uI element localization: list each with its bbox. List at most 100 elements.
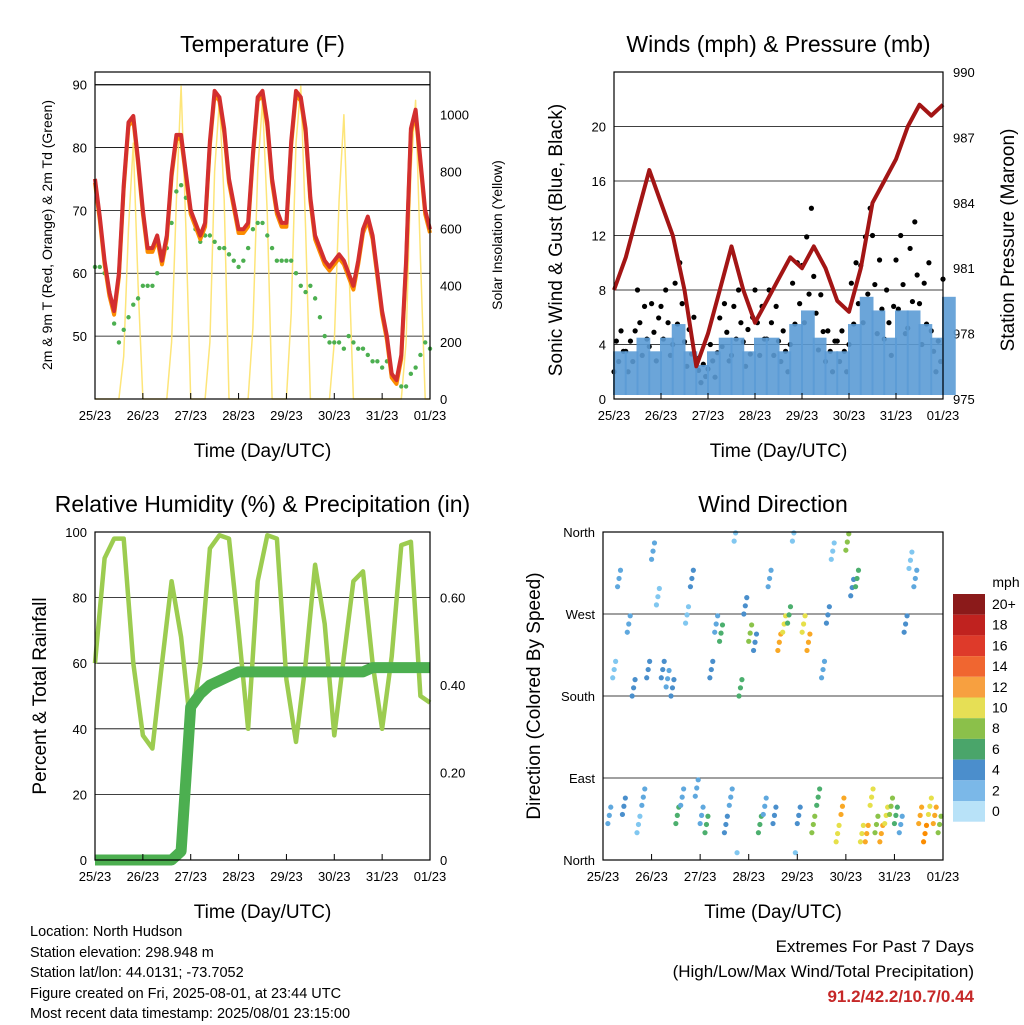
y-axis-label-temp: 2m & 9m T (Red, Orange) & 2m Td (Green) [39,100,55,370]
series-direction-point [904,613,910,619]
series-direction-point [907,557,914,563]
legend-label: 16 [992,637,1008,653]
series-direction-point [710,658,716,664]
x-tick-label: 27/23 [692,408,725,423]
legend-swatch [953,656,985,677]
series-direction-point [875,813,881,819]
series-wind-bar [613,351,627,395]
x-tick-label: 26/23 [127,869,160,884]
series-td-point [346,333,351,339]
series-direction-point [747,630,753,636]
series-direction-point [930,820,936,827]
series-direction-point [818,675,825,681]
series-direction-point [737,685,744,691]
series-gust-point [672,280,678,286]
series-direction-point [912,575,918,582]
series-td-point [327,340,332,345]
series-gust-point [707,341,713,348]
series-direction-point [893,812,899,818]
plot-frame-dir [602,531,944,861]
series-wind-bar [836,351,850,395]
legend-swatch [953,697,985,719]
y-tick-label: 16 [592,174,606,189]
legend-swatch [953,594,985,615]
series-td-point [423,340,428,345]
series-gust-point [886,320,892,326]
series-direction-point [647,658,653,664]
series-direction-point [848,593,854,599]
series-direction-point [765,584,771,590]
series-direction-point [757,821,763,828]
series-wind-bar [883,337,897,395]
series-gust-point [855,301,862,307]
series-direction-point [870,786,876,792]
series-td-point [126,315,131,320]
series-direction-point [780,629,786,635]
series-direction-point [771,812,778,818]
series-td-point [236,264,241,270]
x-axis-label-rh: Time (Day/UTC) [194,902,332,923]
created-text: Figure created on Fri, 2025-08-01, at 23… [30,985,342,1002]
series-td-point [135,296,141,301]
series-pressure-line [612,102,945,369]
series-gust-point [656,315,662,321]
series-direction-point [736,693,742,699]
series-wind-bar [648,351,662,395]
series-direction-point [669,685,676,691]
y2-tick-label: 1000 [440,108,469,123]
y-tick-label: 90 [73,78,87,93]
series-direction-point [841,795,847,801]
x-tick-label: 25/23 [79,869,112,884]
legend-label: 12 [992,679,1008,695]
series-direction-point [681,786,687,792]
series-direction-point [903,621,909,627]
series-direction-point [605,820,611,827]
series-direction-point [859,830,865,837]
series-direction-point [639,802,645,808]
y2-tick-label: 987 [953,130,975,145]
y2-tick-label: 0.20 [440,766,465,781]
series-gust-point [797,301,803,307]
extremes-values: 91.2/42.2/10.7/0.44 [827,987,974,1006]
series-direction-point [867,802,873,808]
series-gust-point [691,314,697,320]
series-wind-bar [765,337,780,395]
series-direction-point [809,830,815,836]
legend-label: 2 [992,782,1000,798]
series-gust-point [921,280,927,286]
series-direction-point [888,803,894,809]
series-direction-point [744,595,750,601]
series-direction-point [692,793,698,799]
y-axis-label-dir: Direction (Colored By Speed) [524,572,545,819]
chart-title-dir: Wind Direction [698,491,848,517]
series-direction-point [687,584,694,590]
legend-title: mph [992,574,1019,590]
series-direction-point [768,567,774,573]
x-tick-label: 29/23 [270,408,303,423]
legend-swatch [953,614,985,636]
series-direction-point [674,812,680,818]
series-direction-point [713,621,719,627]
series-direction-point [753,631,760,637]
x-tick-label: 31/23 [880,408,913,423]
series-direction-point [731,538,737,544]
series-direction-point [933,804,939,810]
series-direction-point [927,803,933,809]
chart-title-temp: Temperature (F) [180,31,345,57]
x-tick-label: 27/23 [174,869,207,884]
y-tick-label: 20 [592,120,606,135]
series-direction-point [901,629,907,635]
series-direction-point [733,530,739,536]
series-direction-point [814,802,820,808]
series-direction-point [825,612,831,618]
series-direction-point [877,839,883,845]
series-direction-point [634,830,640,836]
series-direction-point [679,794,685,800]
series-direction-point [746,638,752,644]
series-td-point [226,252,232,257]
series-direction-point [699,812,705,818]
series-direction-point [854,575,860,582]
series-gust-point [658,303,664,309]
series-direction-point [723,821,729,828]
series-direction-point [878,830,884,837]
